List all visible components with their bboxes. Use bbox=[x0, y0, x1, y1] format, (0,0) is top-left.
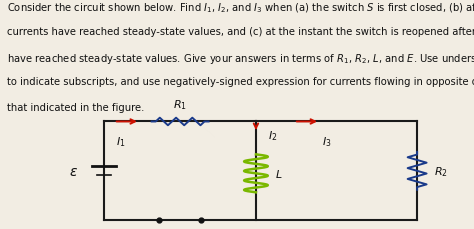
Text: that indicated in the figure.: that indicated in the figure. bbox=[7, 102, 145, 112]
Text: $\varepsilon$: $\varepsilon$ bbox=[69, 164, 78, 178]
Text: $R_1$: $R_1$ bbox=[173, 98, 187, 112]
Text: $L$: $L$ bbox=[275, 168, 283, 180]
Text: $I_1$: $I_1$ bbox=[116, 134, 126, 148]
Text: have reached steady-state values. Give your answers in terms of $R_1$, $R_2$, $L: have reached steady-state values. Give y… bbox=[7, 52, 474, 67]
Text: Consider the circuit shown below. Find $I_1$, $I_2$, and $I_3$ when (a) the swit: Consider the circuit shown below. Find $… bbox=[7, 1, 474, 15]
Text: $R_2$: $R_2$ bbox=[434, 164, 447, 178]
Text: $I_3$: $I_3$ bbox=[322, 134, 332, 148]
Text: to indicate subscripts, and use negatively-signed expression for currents flowin: to indicate subscripts, and use negative… bbox=[7, 77, 474, 87]
Text: $I_2$: $I_2$ bbox=[268, 128, 277, 142]
Text: currents have reached steady-state values, and (c) at the instant the switch is : currents have reached steady-state value… bbox=[7, 27, 474, 36]
